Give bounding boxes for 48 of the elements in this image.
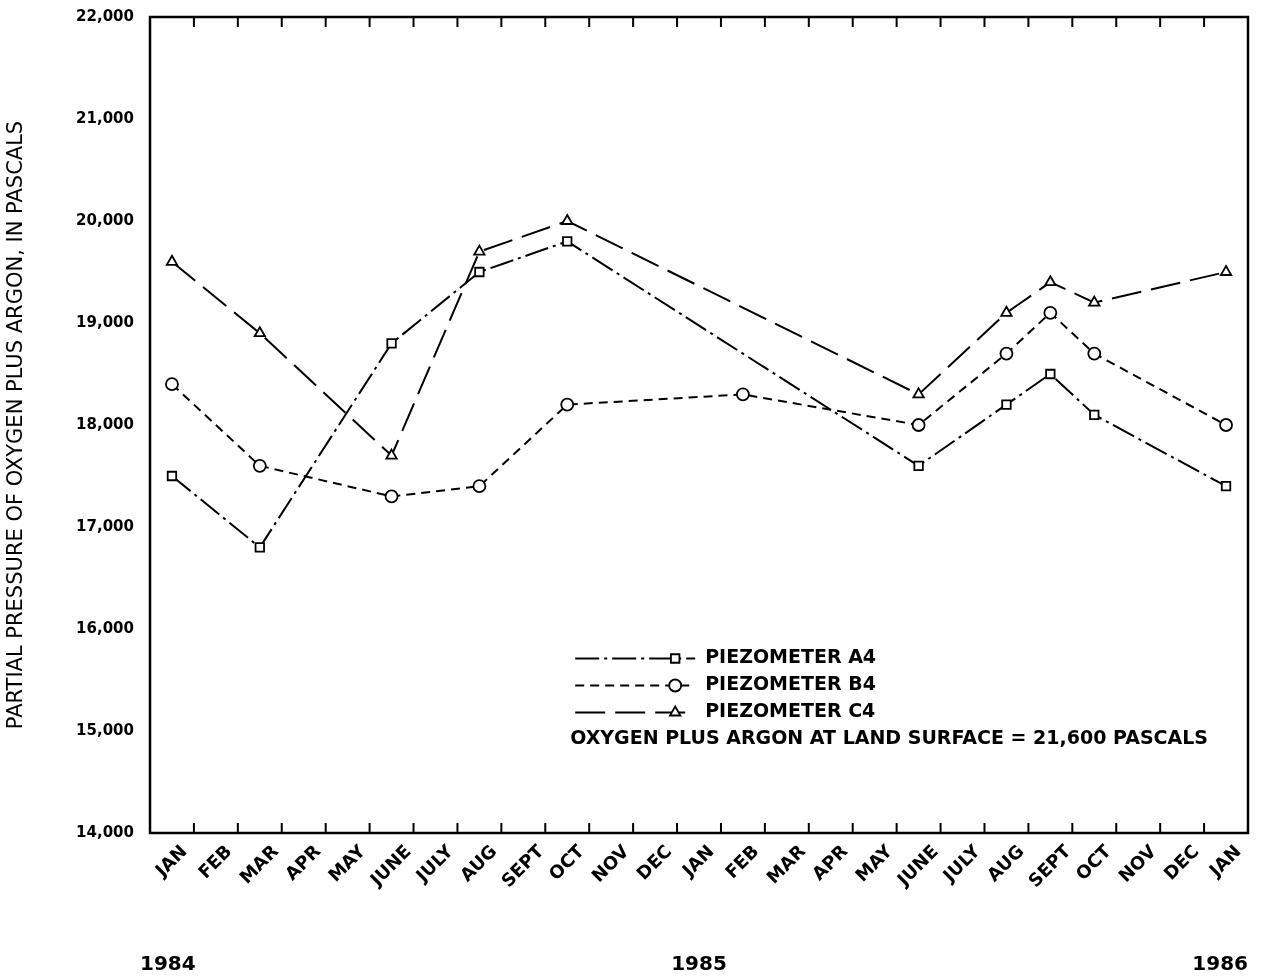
point bbox=[384, 489, 399, 504]
point bbox=[1043, 305, 1058, 320]
point bbox=[1088, 295, 1101, 307]
y-tick-label: 19,000 bbox=[76, 312, 134, 331]
y-tick-label: 17,000 bbox=[76, 516, 134, 535]
point bbox=[560, 397, 575, 412]
point bbox=[913, 460, 924, 471]
point bbox=[254, 542, 265, 553]
y-tick-label: 14,000 bbox=[76, 822, 134, 841]
point bbox=[912, 387, 925, 399]
point bbox=[1089, 409, 1100, 420]
point bbox=[385, 448, 398, 460]
point bbox=[1220, 481, 1232, 492]
y-tick-label: 18,000 bbox=[76, 414, 134, 433]
point bbox=[252, 458, 267, 473]
y-tick-label: 15,000 bbox=[76, 720, 134, 739]
point bbox=[472, 479, 487, 494]
y-tick-label: 20,000 bbox=[76, 210, 134, 229]
point bbox=[1045, 368, 1056, 380]
point bbox=[1000, 305, 1013, 317]
point bbox=[561, 214, 574, 225]
point bbox=[1219, 418, 1233, 432]
legend-label: PIEZOMETER C4 bbox=[705, 699, 876, 722]
y-tick-label: 21,000 bbox=[76, 108, 134, 127]
legend-label: PIEZOMETER B4 bbox=[705, 672, 876, 695]
text: 1985 bbox=[671, 951, 727, 975]
annotation: OXYGEN PLUS ARGON AT LAND SURFACE = 21,600 PASCALS bbox=[570, 726, 1209, 749]
point bbox=[1087, 346, 1102, 361]
y-axis-title: PARTIAL PRESSURE OF OXYGEN PLUS ARGON, IN PASCALS bbox=[3, 120, 28, 730]
text: 1986 bbox=[1192, 951, 1248, 975]
point bbox=[1001, 399, 1012, 410]
point bbox=[999, 346, 1014, 361]
point bbox=[386, 338, 397, 349]
point bbox=[166, 470, 178, 482]
legend-label: PIEZOMETER A4 bbox=[705, 645, 877, 668]
point bbox=[562, 236, 573, 247]
point bbox=[165, 254, 179, 266]
text: 1984 bbox=[140, 951, 196, 975]
point bbox=[253, 326, 266, 338]
y-tick-label: 16,000 bbox=[76, 618, 134, 637]
point bbox=[165, 377, 179, 392]
y-tick-label: 22,000 bbox=[76, 6, 134, 25]
point bbox=[473, 244, 486, 256]
point bbox=[1044, 275, 1057, 287]
point bbox=[474, 266, 485, 278]
point bbox=[1219, 265, 1233, 276]
point bbox=[911, 418, 926, 432]
point bbox=[736, 387, 750, 402]
